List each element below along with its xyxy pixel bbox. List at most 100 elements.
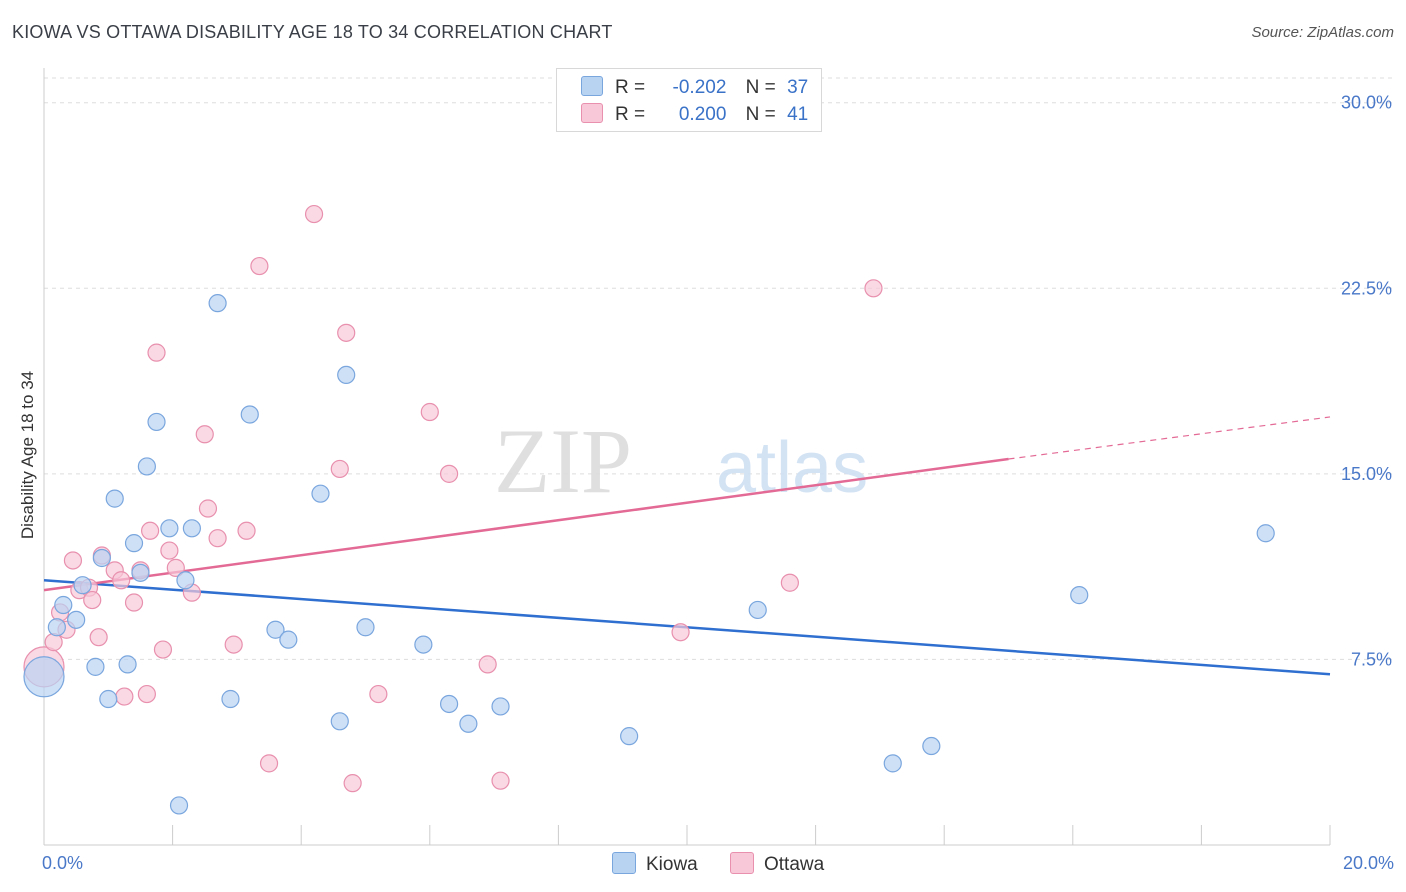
y-tick-label: 22.5%: [1341, 278, 1392, 298]
ottawa-point: [330, 459, 349, 479]
y-tick-label: 7.5%: [1351, 649, 1392, 669]
ottawa-point: [44, 633, 63, 652]
source-label: Source: ZipAtlas.com: [1251, 24, 1394, 41]
kiowa-point: [147, 412, 166, 432]
ottawa-point: [124, 593, 144, 612]
kiowa-point: [1256, 524, 1275, 543]
ottawa-point: [337, 323, 356, 342]
kiowa-point: [439, 694, 459, 714]
kiowa-point: [99, 689, 118, 709]
kiowa-point: [73, 576, 92, 595]
tick-labels: 7.5% 15.0% 22.5% 30.0% 0.0% 20.0%: [42, 93, 1394, 873]
ottawa-point: [89, 628, 108, 647]
ottawa-point: [478, 655, 497, 674]
y-tick-label: 15.0%: [1341, 464, 1392, 484]
ottawa-n-value: 41: [787, 104, 809, 125]
kiowa-point: [414, 635, 433, 654]
ottawa-point: [160, 541, 179, 560]
kiowa-legend-swatch: [612, 852, 636, 874]
ottawa-point: [671, 623, 690, 642]
kiowa-point: [922, 736, 941, 756]
n-label: N =: [745, 104, 776, 125]
kiowa-point: [160, 519, 179, 538]
kiowa-point: [23, 656, 65, 698]
legend-item-ottawa: Ottawa: [730, 852, 824, 876]
r-label: R =: [615, 104, 646, 125]
kiowa-point: [311, 484, 330, 503]
ottawa-point: [63, 551, 83, 570]
ottawa-point: [140, 521, 160, 540]
ottawa-point: [780, 573, 799, 592]
kiowa-point: [169, 796, 189, 815]
kiowa-point: [105, 489, 124, 508]
n-label: N =: [745, 77, 776, 98]
kiowa-swatch: [581, 76, 603, 96]
kiowa-point: [208, 294, 227, 313]
ottawa-point: [237, 521, 256, 540]
ottawa-point: [208, 529, 227, 548]
kiowa-legend-label: Kiowa: [646, 854, 698, 875]
ottawa-point: [491, 771, 510, 790]
legend-row-ottawa: R = 0.200 N = 41: [581, 103, 808, 126]
ottawa-trend-extension: [1008, 416, 1331, 460]
axes: [43, 68, 1331, 846]
x-tick-label-max: 20.0%: [1343, 853, 1394, 873]
kiowa-point: [459, 714, 478, 733]
y-tick-label: 30.0%: [1341, 93, 1392, 113]
ottawa-point: [112, 571, 131, 590]
ottawa-legend-label: Ottawa: [764, 854, 825, 875]
ottawa-point: [147, 343, 166, 362]
watermark-zip: ZIP: [494, 410, 632, 512]
ottawa-point: [195, 425, 214, 444]
kiowa-point: [491, 697, 510, 716]
kiowa-point: [118, 655, 137, 674]
ottawa-point: [439, 464, 459, 483]
kiowa-point: [330, 712, 349, 731]
kiowa-point: [86, 657, 105, 676]
kiowa-point: [92, 548, 111, 568]
ottawa-point: [304, 204, 324, 224]
ottawa-point: [864, 279, 883, 298]
ottawa-point: [259, 754, 279, 773]
kiowa-point: [883, 754, 902, 773]
kiowa-point: [620, 727, 639, 746]
kiowa-points: [23, 294, 1275, 815]
x-tick-label-min: 0.0%: [42, 853, 83, 873]
kiowa-point: [337, 365, 356, 385]
ottawa-point: [115, 687, 134, 706]
ottawa-point: [83, 590, 102, 610]
ottawa-point: [166, 558, 185, 577]
ottawa-point: [250, 256, 269, 276]
kiowa-r-value: -0.202: [672, 77, 727, 98]
ottawa-point: [198, 499, 218, 518]
kiowa-point: [1070, 586, 1089, 605]
kiowa-point: [279, 630, 298, 649]
kiowa-point: [266, 620, 285, 639]
stats-legend: R = -0.202 N = 37 R = 0.200 N = 41: [556, 68, 822, 132]
watermark: ZIP atlas: [494, 410, 868, 512]
ottawa-points: [23, 204, 883, 793]
ottawa-swatch: [581, 103, 603, 123]
ottawa-point: [153, 640, 173, 659]
ottawa-point: [224, 635, 243, 654]
ottawa-point: [369, 684, 388, 704]
kiowa-point: [748, 600, 767, 620]
kiowa-point: [356, 618, 375, 637]
kiowa-point: [137, 457, 156, 476]
kiowa-point: [67, 610, 86, 629]
ottawa-point: [420, 402, 439, 422]
kiowa-point: [221, 689, 240, 709]
chart-title: KIOWA VS OTTAWA DISABILITY AGE 18 TO 34 …: [12, 22, 613, 42]
kiowa-point: [47, 618, 66, 637]
kiowa-point: [131, 563, 150, 582]
kiowa-point: [54, 595, 73, 615]
kiowa-point: [240, 405, 259, 424]
ottawa-trend-line: [43, 457, 1009, 592]
kiowa-point: [124, 534, 144, 553]
legend-item-kiowa: Kiowa: [612, 852, 698, 876]
kiowa-point: [182, 519, 201, 538]
r-label: R =: [615, 77, 646, 98]
ottawa-point: [343, 774, 362, 793]
kiowa-n-value: 37: [787, 77, 809, 98]
